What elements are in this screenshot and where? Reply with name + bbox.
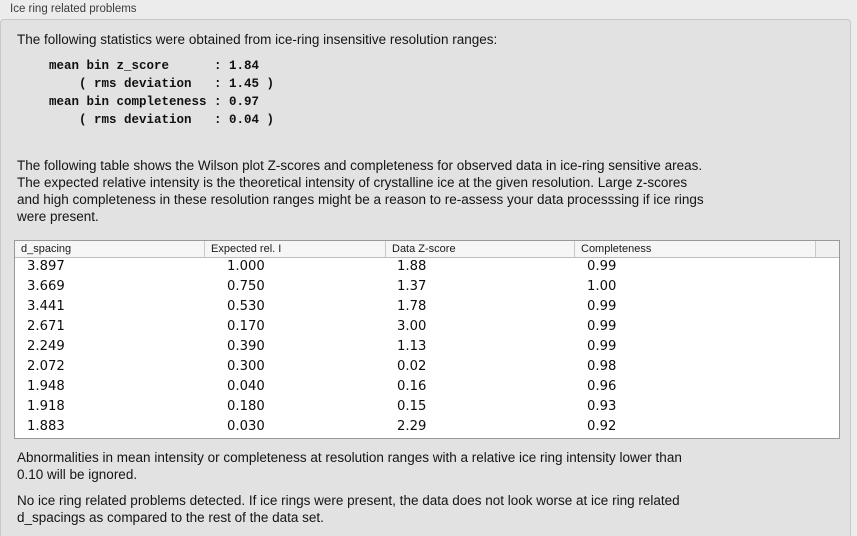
table-cell: 0.99 xyxy=(587,339,617,354)
table-row[interactable]: 3.441 0.530 1.78 0.99 xyxy=(15,298,839,318)
table-cell: 0.15 xyxy=(397,399,427,414)
table-cell: 1.78 xyxy=(397,299,427,314)
stat-z-score-rms-deviation: ( rms deviation : 1.45 ) xyxy=(49,77,275,91)
conclusion-line: d_spacings as compared to the rest of th… xyxy=(17,510,324,525)
table-cell: 0.040 xyxy=(227,379,265,394)
table-cell: 1.00 xyxy=(587,279,617,294)
table-cell: 0.98 xyxy=(587,359,617,374)
description-line: The expected relative intensity is the t… xyxy=(17,175,688,190)
conclusion-text: No ice ring related problems detected. I… xyxy=(17,492,680,526)
table-row[interactable]: 1.948 0.040 0.16 0.96 xyxy=(15,378,839,398)
ignore-note-line: Abnormalities in mean intensity or compl… xyxy=(17,450,682,465)
stats-intro-text: The following statistics were obtained f… xyxy=(17,32,498,47)
column-header-completeness[interactable]: Completeness xyxy=(574,241,815,257)
table-cell: 0.030 xyxy=(227,419,265,434)
column-header-d-spacing[interactable]: d_spacing xyxy=(21,243,72,255)
description-line: and high completeness in these resolutio… xyxy=(17,192,704,207)
table-description-text: The following table shows the Wilson plo… xyxy=(17,157,704,225)
conclusion-line: No ice ring related problems detected. I… xyxy=(17,493,680,508)
table-cell: 0.99 xyxy=(587,259,617,274)
groupbox-body: The following statistics were obtained f… xyxy=(0,19,851,536)
table-cell: 1.883 xyxy=(27,419,65,434)
stat-completeness-rms-deviation: ( rms deviation : 0.04 ) xyxy=(49,113,275,127)
table-cell: 0.530 xyxy=(227,299,265,314)
table-cell: 3.669 xyxy=(27,279,65,294)
table-cell: 0.92 xyxy=(587,419,617,434)
table-row[interactable]: 3.669 0.750 1.37 1.00 xyxy=(15,278,839,298)
table-body: 3.897 1.000 1.88 0.99 3.669 0.750 1.37 1.00 3.44… xyxy=(15,258,839,438)
table-cell: 0.93 xyxy=(587,399,617,414)
table-cell: 0.16 xyxy=(397,379,427,394)
stat-mean-bin-z-score: mean bin z_score : 1.84 xyxy=(49,59,260,73)
column-header-expected-rel-i[interactable]: Expected rel. I xyxy=(204,241,385,257)
table-row[interactable]: 2.072 0.300 0.02 0.98 xyxy=(15,358,839,378)
table-cell: 0.02 xyxy=(397,359,427,374)
column-header-data-z-score[interactable]: Data Z-score xyxy=(385,241,574,257)
table-cell: 3.00 xyxy=(397,319,427,334)
table-row[interactable]: 3.897 1.000 1.88 0.99 xyxy=(15,258,839,278)
ice-ring-table[interactable]: d_spacing Expected rel. I Data Z-score C… xyxy=(14,240,840,439)
description-line: The following table shows the Wilson plo… xyxy=(17,158,703,173)
stat-mean-bin-completeness: mean bin completeness : 0.97 xyxy=(49,95,260,109)
table-header-row: d_spacing Expected rel. I Data Z-score C… xyxy=(15,241,839,258)
stats-block: mean bin z_score : 1.84 ( rms deviation … xyxy=(49,57,274,129)
table-cell: 0.170 xyxy=(227,319,265,334)
table-row[interactable]: 1.918 0.180 0.15 0.93 xyxy=(15,398,839,418)
table-cell: 0.180 xyxy=(227,399,265,414)
table-cell: 1.918 xyxy=(27,399,65,414)
table-cell: 3.441 xyxy=(27,299,65,314)
table-cell: 1.948 xyxy=(27,379,65,394)
table-cell: 0.390 xyxy=(227,339,265,354)
table-cell: 2.671 xyxy=(27,319,65,334)
groupbox-title: Ice ring related problems xyxy=(10,3,137,15)
ignore-note-line: 0.10 will be ignored. xyxy=(17,467,138,482)
table-cell: 2.249 xyxy=(27,339,65,354)
table-cell: 2.29 xyxy=(397,419,427,434)
table-cell: 1.000 xyxy=(227,259,265,274)
table-cell: 0.99 xyxy=(587,319,617,334)
table-cell: 3.897 xyxy=(27,259,65,274)
table-cell: 0.300 xyxy=(227,359,265,374)
table-cell: 0.99 xyxy=(587,299,617,314)
description-line: were present. xyxy=(17,209,99,224)
column-header-spacer xyxy=(815,241,839,257)
table-cell: 1.37 xyxy=(397,279,427,294)
table-cell: 2.072 xyxy=(27,359,65,374)
table-cell: 1.88 xyxy=(397,259,427,274)
table-row[interactable]: 2.249 0.390 1.13 0.99 xyxy=(15,338,839,358)
table-cell: 0.96 xyxy=(587,379,617,394)
table-row[interactable]: 2.671 0.170 3.00 0.99 xyxy=(15,318,839,338)
table-row[interactable]: 1.883 0.030 2.29 0.92 xyxy=(15,418,839,438)
ignore-note-text: Abnormalities in mean intensity or compl… xyxy=(17,449,682,483)
table-cell: 0.750 xyxy=(227,279,265,294)
table-cell: 1.13 xyxy=(397,339,427,354)
